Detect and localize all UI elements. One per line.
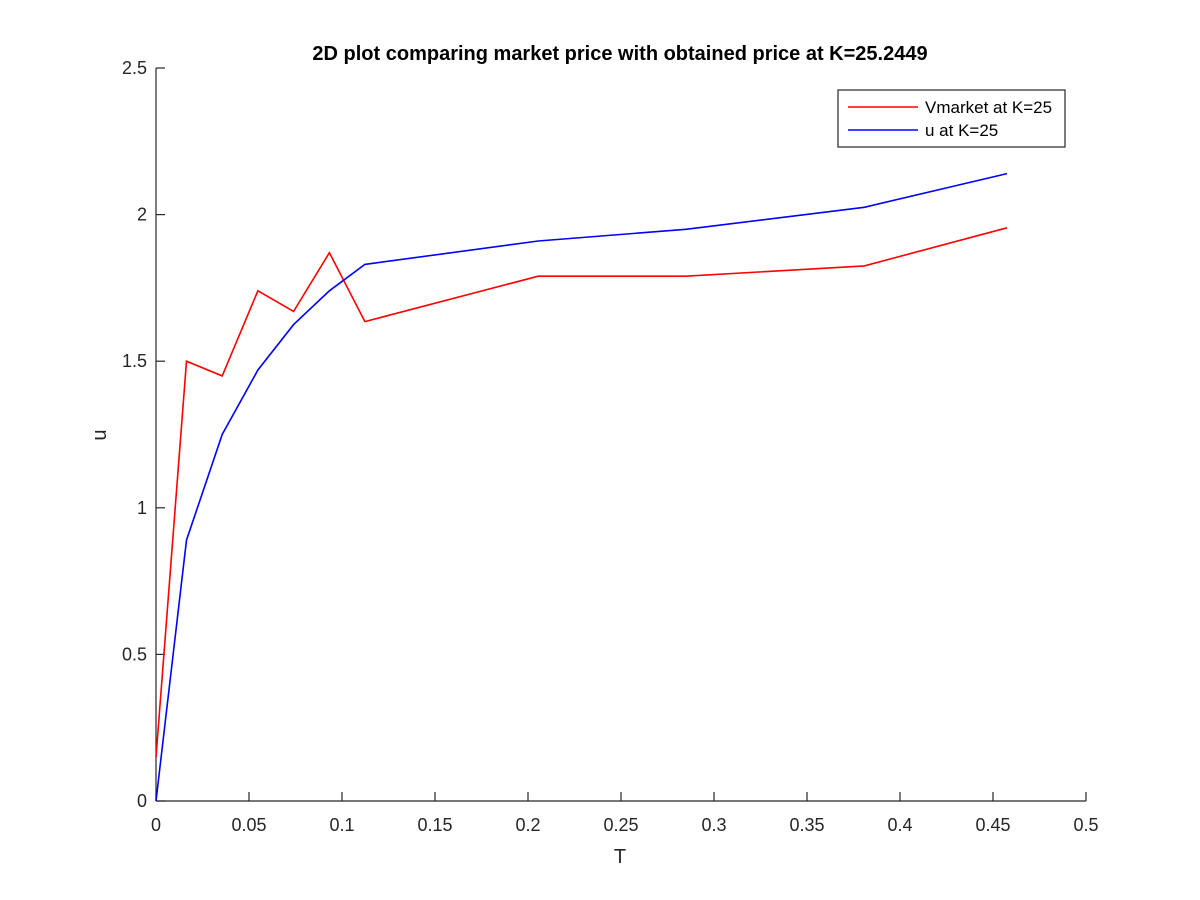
chart-title: 2D plot comparing market price with obta… <box>312 43 927 65</box>
y-tick-label: 1.5 <box>122 351 147 371</box>
legend-label: u at K=25 <box>925 121 998 140</box>
x-tick-label: 0.35 <box>789 815 824 835</box>
y-tick-label: 0 <box>137 791 147 811</box>
y-tick-label: 1 <box>137 498 147 518</box>
x-tick-label: 0.45 <box>975 815 1010 835</box>
series-line-2 <box>155 172 1008 802</box>
x-tick-label: 0.1 <box>329 815 354 835</box>
x-tick-label: 0.5 <box>1073 815 1098 835</box>
x-tick-label: 0.05 <box>231 815 266 835</box>
y-tick-label: 0.5 <box>122 644 147 664</box>
x-tick-label: 0 <box>151 815 161 835</box>
x-tick-label: 0.2 <box>515 815 540 835</box>
legend: Vmarket at K=25 u at K=25 <box>837 89 1066 148</box>
plot-area: 0 0.05 0.1 0.15 0.2 0.25 0.3 0.35 0.4 0.45 0.5 0 0.5… <box>122 58 1099 835</box>
legend-label: Vmarket at K=25 <box>925 98 1052 117</box>
series-line-1 <box>155 227 1008 758</box>
y-tick-label: 2.5 <box>122 58 147 78</box>
x-tick-label: 0.4 <box>887 815 912 835</box>
y-tick-label: 2 <box>137 205 147 225</box>
y-axis-label: u <box>89 429 111 440</box>
legend-box <box>837 89 1066 148</box>
x-tick-label: 0.3 <box>701 815 726 835</box>
x-tick-label: 0.15 <box>417 815 452 835</box>
x-tick-label: 0.25 <box>603 815 638 835</box>
x-axis-label: T <box>614 846 626 868</box>
